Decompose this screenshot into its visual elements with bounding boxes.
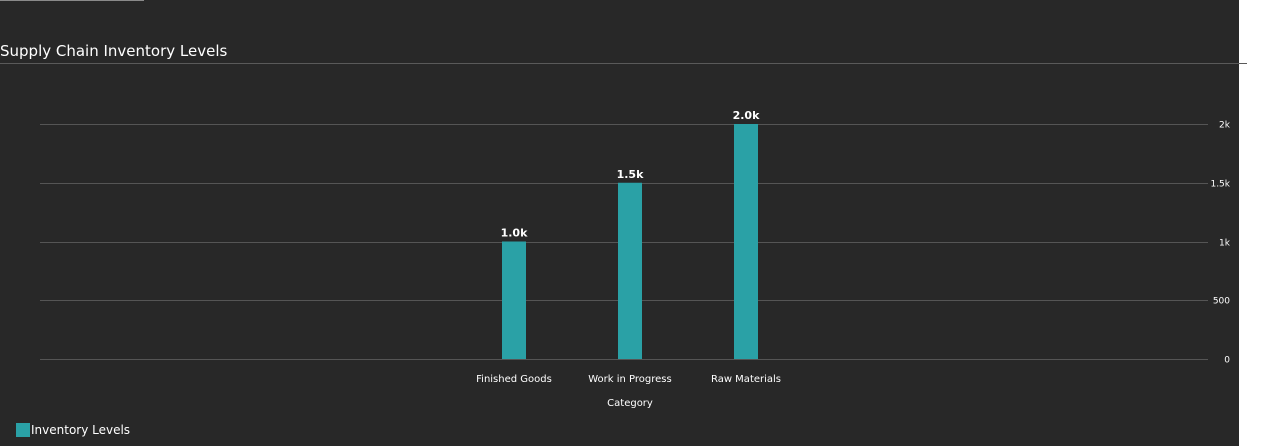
x-tick-label: Work in Progress	[588, 374, 671, 385]
edge-tick	[1239, 63, 1247, 64]
bar-chart: 0 500 1k 1.5k 2k 1.0k 1.5k 2.0k Finished Goods…	[40, 109, 1231, 409]
data-label: 2.0k	[733, 109, 760, 122]
bars	[502, 124, 758, 359]
y-tick-label: 2k	[1219, 121, 1231, 131]
data-labels: 1.0k 1.5k 2.0k	[501, 109, 760, 240]
legend-label[interactable]: Inventory Levels	[31, 423, 131, 437]
y-axis-ticks: 0 500 1k 1.5k 2k	[1210, 121, 1230, 366]
y-tick-label: 0	[1224, 356, 1230, 366]
x-tick-label: Raw Materials	[711, 374, 781, 385]
chart-panel: Supply Chain Inventory Levels 0 500 1k 1.5k…	[0, 0, 1239, 446]
y-tick-label: 500	[1213, 297, 1230, 307]
title-divider	[0, 63, 1239, 64]
chart-title: Supply Chain Inventory Levels	[0, 42, 228, 60]
data-label: 1.0k	[501, 227, 528, 240]
y-tick-label: 1k	[1219, 239, 1231, 249]
x-axis-title: Category	[607, 398, 653, 409]
x-tick-label: Finished Goods	[476, 374, 552, 385]
legend-swatch	[16, 423, 30, 437]
x-axis-ticks: Finished Goods Work in Progress Raw Materi…	[476, 374, 781, 385]
tab-underline	[0, 0, 144, 1]
bar[interactable]	[734, 124, 758, 359]
bar[interactable]	[502, 241, 526, 360]
legend: Inventory Levels	[16, 423, 130, 437]
bar[interactable]	[618, 182, 642, 359]
y-tick-label: 1.5k	[1210, 180, 1230, 190]
data-label: 1.5k	[617, 168, 644, 181]
